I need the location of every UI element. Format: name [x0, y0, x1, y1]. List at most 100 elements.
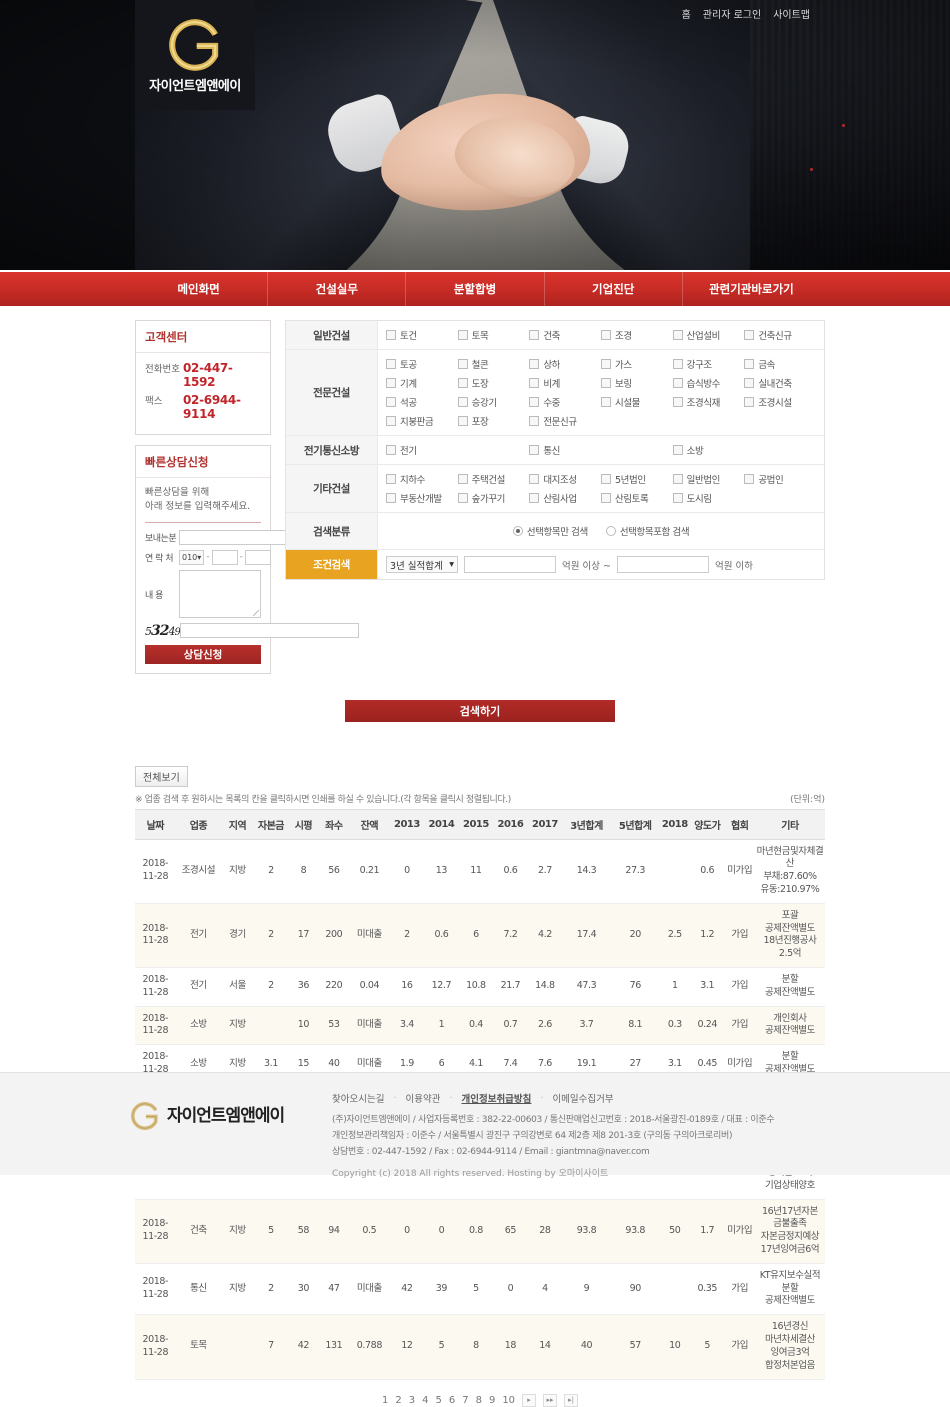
- cell-2017[interactable]: 14.8: [527, 967, 563, 1007]
- cell-2016[interactable]: 65: [493, 1199, 528, 1264]
- cell-2017[interactable]: 2.6: [527, 1006, 563, 1046]
- checkbox-tomok[interactable]: 토목: [457, 328, 530, 342]
- page-2[interactable]: 2: [395, 1394, 402, 1406]
- cell-sum3[interactable]: 14.3: [562, 839, 611, 904]
- cell-type[interactable]: 전기: [175, 967, 222, 1007]
- page-8[interactable]: 8: [475, 1394, 482, 1406]
- col-notes[interactable]: 기타: [754, 808, 825, 840]
- col-balance[interactable]: 잔액: [349, 808, 390, 840]
- cell-eval[interactable]: 58: [288, 1199, 319, 1264]
- cell-price[interactable]: 0.6: [690, 839, 725, 904]
- checkbox-firefighting[interactable]: 소방: [672, 443, 816, 457]
- checkbox-jogyeong[interactable]: 조경: [600, 328, 673, 342]
- captcha-input[interactable]: [179, 623, 359, 638]
- col-type[interactable]: 업종: [175, 808, 222, 840]
- page-3[interactable]: 3: [408, 1394, 416, 1406]
- cell-2013[interactable]: 12: [389, 1314, 425, 1380]
- cell-region[interactable]: 서울: [221, 967, 254, 1007]
- cell-balance[interactable]: 0.21: [349, 839, 390, 904]
- cell-2018[interactable]: 0.3: [659, 1006, 690, 1046]
- tel-last-input[interactable]: [244, 549, 271, 565]
- radio-selected-only[interactable]: 선택항목만 검색: [512, 524, 588, 538]
- cell-2015[interactable]: 8: [458, 1314, 494, 1380]
- checkbox-stone[interactable]: 석공: [386, 395, 458, 409]
- cell-sum5[interactable]: 76: [610, 967, 660, 1007]
- cell-notes[interactable]: 16년17년자본 금불출족 자본금정지예상 17년잉여금6억: [754, 1199, 825, 1264]
- checkbox-boring[interactable]: 보링: [600, 376, 673, 390]
- cell-balance[interactable]: 미대출: [349, 1006, 390, 1046]
- cell-2018[interactable]: [659, 839, 690, 904]
- cell-2017[interactable]: 4: [527, 1263, 563, 1316]
- cell-balance[interactable]: 0.788: [349, 1314, 390, 1380]
- table-row[interactable]: 2018- 11-28 토목 7 42 131 0.788 12 5 8 18 14 40 57 10 5 가…: [135, 1314, 825, 1380]
- cell-sum3[interactable]: 17.4: [562, 903, 611, 969]
- cell-seats[interactable]: 220: [318, 967, 350, 1007]
- cell-assoc[interactable]: 미가입: [724, 839, 755, 904]
- cell-assoc[interactable]: 가입: [724, 967, 755, 1007]
- cell-seats[interactable]: 200: [318, 903, 350, 969]
- tel-prefix-select[interactable]: 010 ▾: [179, 549, 205, 565]
- nav-item-main[interactable]: 메인화면: [130, 272, 269, 306]
- page-7[interactable]: 7: [462, 1394, 469, 1406]
- col-assoc[interactable]: 협회: [724, 808, 755, 840]
- footer-link-directions[interactable]: 찾아오시는길: [332, 1094, 385, 1105]
- condition-max-input[interactable]: [616, 556, 709, 573]
- cell-2018[interactable]: 50: [659, 1199, 690, 1264]
- cell-2016[interactable]: 0: [493, 1263, 528, 1316]
- checkbox-roofing[interactable]: 지붕판금: [386, 414, 458, 428]
- cell-sum3[interactable]: 3.7: [562, 1006, 611, 1046]
- table-row[interactable]: 2018- 11-28 통신 지방 2 30 47 미대출 42 39 5 0 4 9 90 0.35 가입 K…: [135, 1263, 825, 1316]
- checkbox-scaffold[interactable]: 비계: [529, 376, 601, 390]
- checkbox-telecom[interactable]: 통신: [529, 443, 672, 457]
- cell-notes[interactable]: 포괄 공제잔액별도 18년진행공사 2.5억: [754, 903, 825, 969]
- cell-2013[interactable]: 42: [389, 1263, 425, 1316]
- col-capital[interactable]: 자본금: [253, 808, 289, 840]
- page-5[interactable]: 5: [435, 1394, 442, 1406]
- cell-eval[interactable]: 17: [288, 903, 319, 969]
- cell-region[interactable]: 지방: [221, 1263, 254, 1316]
- cell-capital[interactable]: 2: [253, 839, 289, 904]
- checkbox-industrial[interactable]: 산업설비: [672, 328, 745, 342]
- cell-assoc[interactable]: 가입: [724, 1314, 755, 1380]
- col-price[interactable]: 양도가: [690, 808, 725, 840]
- checkbox-metal[interactable]: 금속: [744, 357, 816, 371]
- cell-date[interactable]: 2018- 11-28: [135, 1006, 176, 1046]
- cell-sum5[interactable]: 90: [610, 1263, 660, 1316]
- checkbox-public-corp[interactable]: 공법인: [744, 472, 816, 486]
- checkbox-specialized-new[interactable]: 전문신규: [529, 414, 601, 428]
- table-row[interactable]: 2018- 11-28 전기 서울 2 36 220 0.04 16 12.7 10.8 21.7 1…: [135, 967, 825, 1007]
- cell-assoc[interactable]: 가입: [724, 1263, 755, 1316]
- checkbox-general-corp[interactable]: 일반법인: [672, 472, 745, 486]
- cell-region[interactable]: 경기: [221, 903, 254, 969]
- cell-sum3[interactable]: 47.3: [562, 967, 611, 1007]
- cell-2017[interactable]: 4.2: [527, 903, 563, 969]
- checkbox-waterproof[interactable]: 습식방수: [672, 376, 745, 390]
- checkbox-elevator[interactable]: 승강기: [457, 395, 530, 409]
- nav-item-related-orgs[interactable]: 관련기관바로가기: [709, 282, 794, 296]
- next-page-icon[interactable]: ▸: [522, 1393, 537, 1407]
- cell-2015[interactable]: 0.4: [458, 1006, 494, 1046]
- cell-price[interactable]: 0.24: [690, 1006, 725, 1046]
- cell-price[interactable]: 5: [690, 1314, 725, 1380]
- topnav-home[interactable]: 홈: [681, 10, 691, 21]
- col-2013[interactable]: 2013: [389, 808, 425, 840]
- cell-eval[interactable]: 30: [288, 1263, 319, 1316]
- cell-sum5[interactable]: 8.1: [610, 1006, 660, 1046]
- cell-sum3[interactable]: 9: [562, 1263, 611, 1316]
- cell-date[interactable]: 2018- 11-28: [135, 839, 176, 904]
- cell-sum3[interactable]: 93.8: [562, 1199, 611, 1264]
- checkbox-steel[interactable]: 강구조: [672, 357, 745, 371]
- search-button[interactable]: 검색하기: [345, 699, 615, 722]
- cell-capital[interactable]: 2: [253, 903, 289, 969]
- cell-region[interactable]: 지방: [221, 1199, 254, 1264]
- checkbox-planting[interactable]: 조경식재: [672, 395, 745, 409]
- checkbox-groundwater[interactable]: 지하수: [386, 472, 458, 486]
- col-date[interactable]: 날짜: [135, 808, 176, 840]
- cell-2013[interactable]: 0: [389, 1199, 425, 1264]
- col-sum3[interactable]: 3년합계: [562, 808, 611, 840]
- tel-mid-input[interactable]: [211, 549, 238, 565]
- col-eval[interactable]: 시평: [288, 808, 319, 840]
- checkbox-geonchuk-new[interactable]: 건축신규: [744, 328, 816, 342]
- cell-2016[interactable]: 0.7: [493, 1006, 528, 1046]
- cell-2016[interactable]: 0.6: [493, 839, 528, 904]
